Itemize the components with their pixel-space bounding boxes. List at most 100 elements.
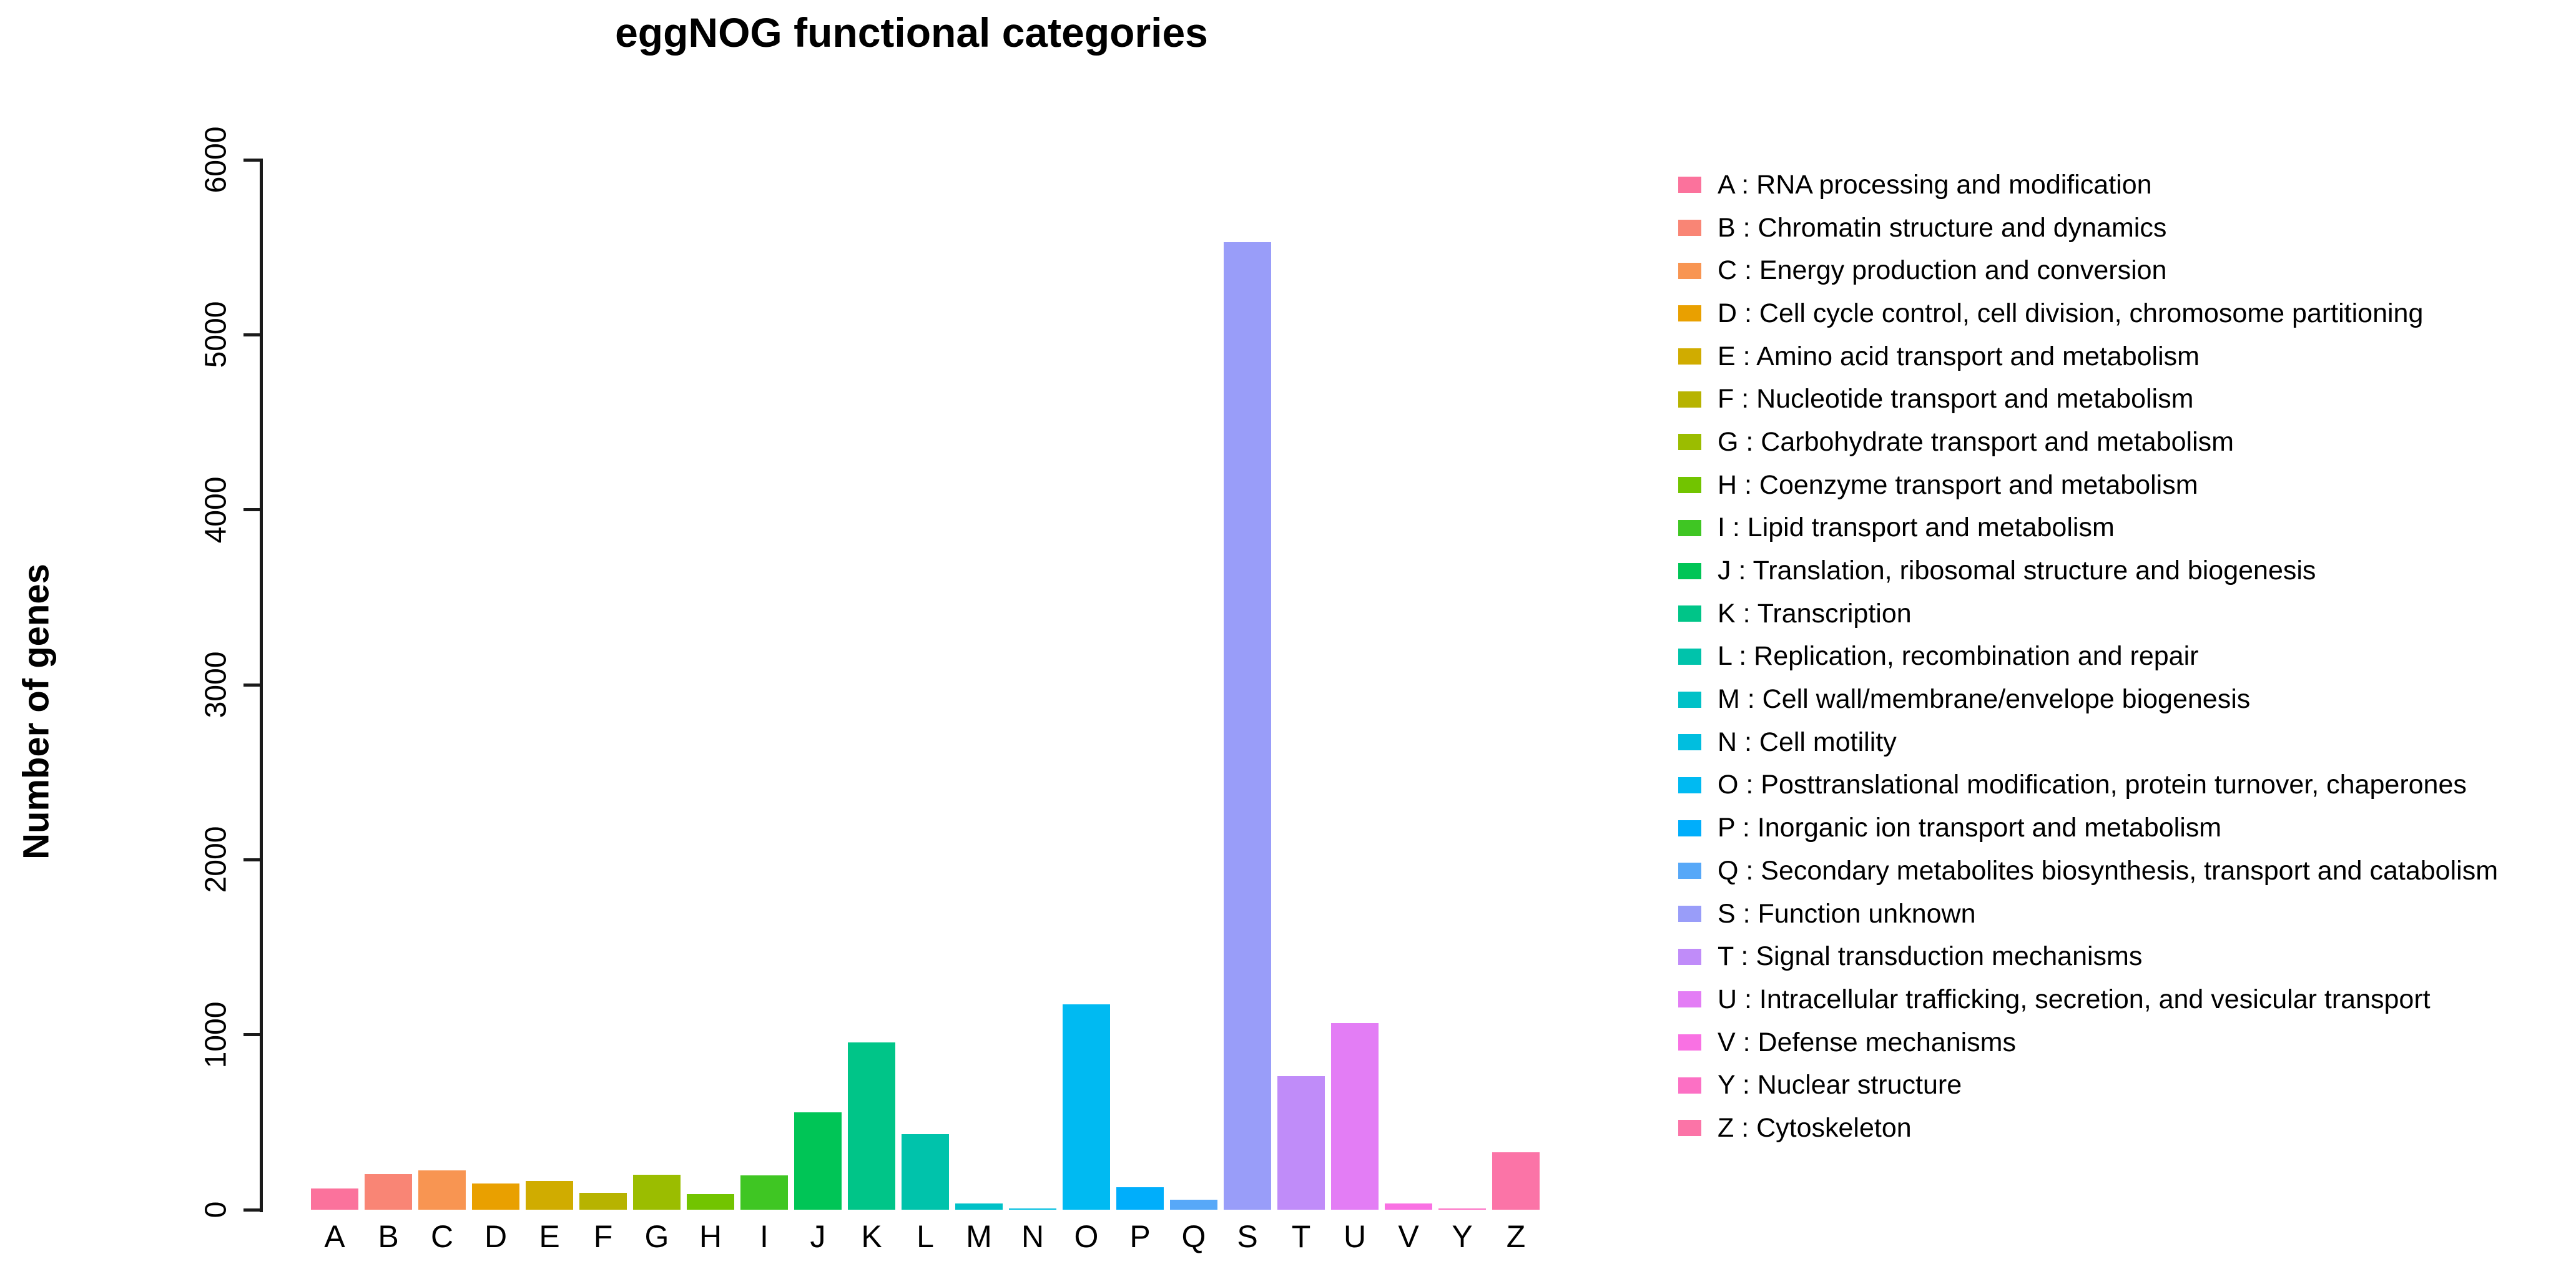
bar-B	[364, 1174, 413, 1210]
y-tick-label-4000: 4000	[199, 476, 233, 544]
x-label-S: S	[1237, 1219, 1258, 1254]
legend-label-J: J : Translation, ribosomal structure and…	[1718, 556, 2316, 586]
legend-row-A: A : RNA processing and modification	[1678, 164, 2498, 207]
bar-slot-D	[469, 160, 523, 1210]
legend-swatch-U	[1678, 991, 1701, 1008]
legend-row-V: V : Defense mechanisms	[1678, 1021, 2498, 1064]
x-label-C: C	[430, 1219, 454, 1254]
bar-slot-O	[1059, 160, 1113, 1210]
x-label-T: T	[1291, 1219, 1311, 1254]
bar-T	[1277, 1076, 1325, 1210]
legend-label-Q: Q : Secondary metabolites biosynthesis, …	[1718, 855, 2499, 886]
bar-slot-B	[361, 160, 415, 1210]
legend-row-I: I : Lipid transport and metabolism	[1678, 507, 2498, 550]
chart-title: eggNOG functional categories	[615, 9, 1208, 56]
x-label-Z: Z	[1506, 1219, 1526, 1254]
legend-row-P: P : Inorganic ion transport and metaboli…	[1678, 806, 2498, 850]
bar-slot-T	[1274, 160, 1328, 1210]
legend-row-K: K : Transcription	[1678, 592, 2498, 635]
bar-slot-M	[952, 160, 1006, 1210]
bar-P	[1116, 1187, 1164, 1210]
y-tick-5000	[243, 333, 261, 336]
x-label-V: V	[1398, 1219, 1419, 1254]
legend-swatch-G	[1678, 434, 1701, 451]
bar-slot-N	[1006, 160, 1059, 1210]
legend-swatch-V	[1678, 1034, 1701, 1051]
legend-row-H: H : Coenzyme transport and metabolism	[1678, 464, 2498, 507]
legend-row-C: C : Energy production and conversion	[1678, 249, 2498, 292]
legend-label-N: N : Cell motility	[1718, 727, 1897, 757]
legend-row-G: G : Carbohydrate transport and metabolis…	[1678, 421, 2498, 464]
x-label-N: N	[1021, 1219, 1045, 1254]
x-label-P: P	[1129, 1219, 1151, 1254]
bar-A	[310, 1188, 359, 1210]
legend-label-E: E : Amino acid transport and metabolism	[1718, 341, 2200, 371]
bar-U	[1330, 1023, 1379, 1210]
bar-series	[308, 160, 1543, 1210]
legend-row-E: E : Amino acid transport and metabolism	[1678, 335, 2498, 378]
bar-Y	[1438, 1208, 1487, 1210]
legend-row-T: T : Signal transduction mechanisms	[1678, 935, 2498, 978]
x-label-H: H	[699, 1219, 722, 1254]
y-tick-1000	[243, 1033, 261, 1037]
bar-N	[1008, 1208, 1057, 1210]
bar-slot-Q	[1167, 160, 1221, 1210]
x-label-O: O	[1074, 1219, 1099, 1254]
legend-label-V: V : Defense mechanisms	[1718, 1027, 2016, 1057]
legend: A : RNA processing and modification B : C…	[1678, 164, 2498, 1150]
legend-row-D: D : Cell cycle control, cell division, c…	[1678, 292, 2498, 335]
bar-E	[525, 1181, 574, 1210]
legend-row-S: S : Function unknown	[1678, 893, 2498, 936]
x-label-F: F	[593, 1219, 613, 1254]
bar-L	[901, 1134, 950, 1210]
x-label-A: A	[324, 1219, 345, 1254]
legend-row-L: L : Replication, recombination and repai…	[1678, 635, 2498, 679]
y-tick-label-6000: 6000	[199, 126, 233, 194]
bar-D	[471, 1183, 520, 1210]
legend-swatch-I	[1678, 519, 1701, 536]
bar-slot-V	[1382, 160, 1435, 1210]
bar-H	[686, 1193, 735, 1210]
legend-swatch-B	[1678, 220, 1701, 237]
legend-swatch-L	[1678, 648, 1701, 665]
bar-slot-S	[1221, 160, 1274, 1210]
y-tick-label-1000: 1000	[199, 1001, 233, 1069]
legend-swatch-M	[1678, 691, 1701, 708]
y-tick-0	[243, 1208, 261, 1212]
bar-G	[632, 1174, 681, 1210]
legend-label-S: S : Function unknown	[1718, 898, 1976, 929]
legend-label-O: O : Posttranslational modification, prot…	[1718, 770, 2467, 800]
bar-slot-G	[630, 160, 684, 1210]
bar-slot-I	[737, 160, 791, 1210]
legend-row-M: M : Cell wall/membrane/envelope biogenes…	[1678, 678, 2498, 721]
legend-swatch-P	[1678, 820, 1701, 836]
legend-row-Z: Z : Cytoskeleton	[1678, 1107, 2498, 1150]
bar-slot-A	[308, 160, 361, 1210]
y-tick-4000	[243, 508, 261, 512]
bar-slot-U	[1328, 160, 1382, 1210]
y-tick-label-0: 0	[199, 1201, 233, 1218]
bar-V	[1384, 1203, 1433, 1210]
y-axis-label: Number of genes	[16, 564, 57, 860]
x-label-L: L	[917, 1219, 934, 1254]
legend-label-P: P : Inorganic ion transport and metaboli…	[1718, 813, 2222, 843]
bar-F	[579, 1193, 627, 1210]
legend-row-Q: Q : Secondary metabolites biosynthesis, …	[1678, 850, 2498, 893]
bar-slot-K	[845, 160, 898, 1210]
bar-O	[1062, 1004, 1111, 1210]
legend-label-L: L : Replication, recombination and repai…	[1718, 641, 2199, 672]
legend-label-F: F : Nucleotide transport and metabolism	[1718, 384, 2194, 414]
bar-C	[418, 1170, 466, 1210]
x-label-J: J	[810, 1219, 826, 1254]
bar-slot-J	[791, 160, 845, 1210]
legend-swatch-H	[1678, 477, 1701, 494]
x-label-Y: Y	[1452, 1219, 1473, 1254]
legend-swatch-N	[1678, 734, 1701, 751]
x-label-E: E	[539, 1219, 560, 1254]
y-tick-6000	[243, 158, 261, 162]
legend-label-A: A : RNA processing and modification	[1718, 169, 2152, 200]
legend-swatch-F	[1678, 391, 1701, 408]
bar-Q	[1169, 1199, 1218, 1210]
